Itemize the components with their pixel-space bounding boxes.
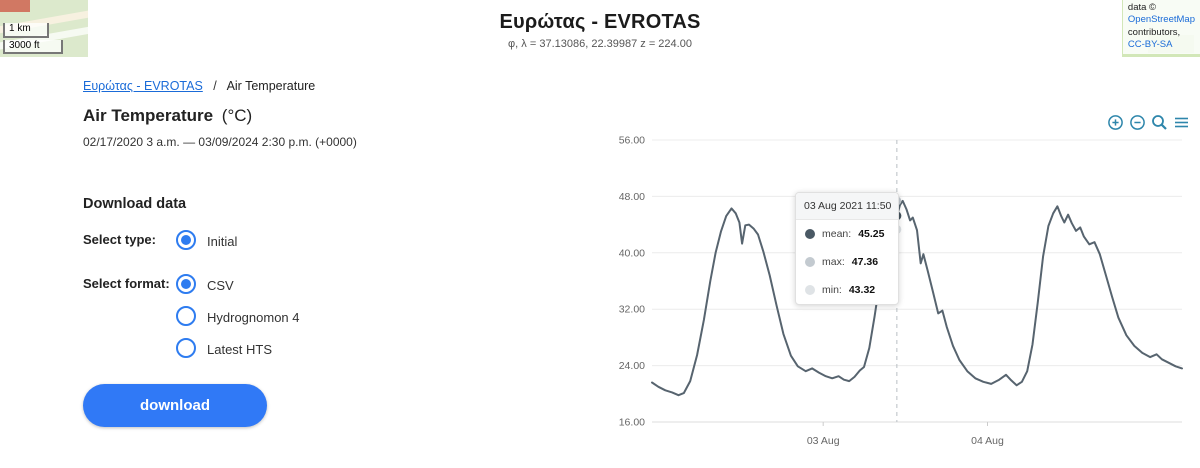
radio-option-csv[interactable]: CSV bbox=[176, 272, 300, 296]
attribution-prefix: data © bbox=[1127, 2, 1157, 13]
format-options: CSV Hydrognomon 4 Latest HTS bbox=[176, 272, 300, 368]
series-dot-icon bbox=[805, 229, 815, 239]
y-tick-label: 16.00 bbox=[619, 417, 645, 429]
date-range: 02/17/2020 3 a.m. — 03/09/2024 2:30 p.m.… bbox=[83, 135, 357, 149]
y-tick-label: 40.00 bbox=[619, 247, 645, 259]
map-preview-right[interactable]: data © OpenStreetMap contributors, CC-BY… bbox=[1122, 0, 1200, 57]
license-link[interactable]: CC-BY-SA bbox=[1127, 39, 1173, 51]
select-format-row: Select format: CSV Hydrognomon 4 Latest … bbox=[83, 272, 533, 368]
radio-csv-label: CSV bbox=[207, 278, 234, 293]
radio-initial[interactable] bbox=[176, 230, 196, 250]
timeseries-name: Air Temperature bbox=[83, 106, 214, 125]
radio-option-latest-hts[interactable]: Latest HTS bbox=[176, 336, 300, 360]
series-dot-icon bbox=[805, 285, 815, 295]
x-tick-label: 03 Aug bbox=[807, 435, 840, 447]
zoom-out-icon[interactable] bbox=[1129, 114, 1146, 131]
radio-option-hydrognomon[interactable]: Hydrognomon 4 bbox=[176, 304, 300, 328]
map-scale-control: 1 km 3000 ft bbox=[3, 23, 63, 54]
radio-hydrognomon[interactable] bbox=[176, 306, 196, 326]
y-tick-label: 48.00 bbox=[619, 191, 645, 203]
attribution-suffix: contributors, bbox=[1127, 26, 1181, 38]
radio-latest-hts-label: Latest HTS bbox=[207, 342, 273, 357]
chart-svg[interactable]: 56.00 48.00 40.00 32.00 24.00 16.00 03 Aug 04 A… bbox=[600, 124, 1190, 454]
radio-option-initial[interactable]: Initial bbox=[176, 228, 237, 252]
tooltip-row: min: 43.32 bbox=[796, 276, 898, 304]
tooltip-row: max: 47.36 bbox=[796, 248, 898, 276]
tooltip-row: mean: 45.25 bbox=[796, 220, 898, 248]
download-button[interactable]: download bbox=[83, 384, 267, 427]
station-coordinates: φ, λ = 37.13086, 22.39987 z = 224.00 bbox=[508, 38, 692, 50]
select-type-row: Select type: Initial bbox=[83, 228, 533, 260]
zoom-window-icon[interactable] bbox=[1151, 114, 1168, 131]
top-map-strip: Ευρώτας - EVROTAS φ, λ = 37.13086, 22.39… bbox=[0, 0, 1200, 58]
breadcrumb: Ευρώτας - EVROTAS / Air Temperature bbox=[83, 79, 315, 93]
download-data-heading: Download data bbox=[83, 196, 187, 212]
y-tick-label: 56.00 bbox=[619, 135, 645, 147]
zoom-in-icon[interactable] bbox=[1107, 114, 1124, 131]
chart-menu-icon[interactable] bbox=[1173, 114, 1190, 131]
breadcrumb-station-link[interactable]: Ευρώτας - EVROTAS bbox=[83, 79, 203, 93]
osm-link[interactable]: OpenStreetMap bbox=[1127, 14, 1195, 26]
select-format-label: Select format: bbox=[83, 276, 170, 291]
timeseries-title: Air Temperature (°C) bbox=[83, 106, 533, 126]
map-attribution: data © OpenStreetMap contributors, CC-BY… bbox=[1122, 0, 1200, 55]
breadcrumb-current: Air Temperature bbox=[226, 79, 316, 93]
x-tick-label: 04 Aug bbox=[971, 435, 1004, 447]
tooltip-timestamp: 03 Aug 2021 11:50 bbox=[796, 193, 898, 220]
tooltip-body: mean: 45.25 max: 47.36 min: 43.32 bbox=[796, 220, 898, 304]
page-title: Ευρώτας - EVROTAS bbox=[499, 11, 701, 33]
y-tick-label: 32.00 bbox=[619, 304, 645, 316]
series-line[interactable] bbox=[651, 199, 1183, 397]
chart-area: 56.00 48.00 40.00 32.00 24.00 16.00 03 Aug 04 A… bbox=[600, 112, 1196, 464]
radio-hydrognomon-label: Hydrognomon 4 bbox=[207, 310, 300, 325]
radio-csv[interactable] bbox=[176, 274, 196, 294]
y-tick-label: 24.00 bbox=[619, 360, 645, 372]
series-dot-icon bbox=[805, 257, 815, 267]
station-header: Ευρώτας - EVROTAS φ, λ = 37.13086, 22.39… bbox=[0, 11, 1200, 50]
map-scale-ft: 3000 ft bbox=[3, 39, 63, 54]
type-options: Initial bbox=[176, 228, 237, 260]
radio-initial-label: Initial bbox=[207, 234, 238, 249]
radio-latest-hts[interactable] bbox=[176, 338, 196, 358]
breadcrumb-separator: / bbox=[213, 79, 217, 93]
map-scale-km: 1 km bbox=[3, 23, 49, 38]
download-panel: Air Temperature (°C) 02/17/2020 3 a.m. —… bbox=[83, 106, 533, 427]
map-preview-left[interactable]: 1 km 3000 ft bbox=[0, 0, 88, 57]
select-type-label: Select type: bbox=[83, 232, 156, 247]
timeseries-unit: (°C) bbox=[221, 106, 253, 125]
chart-tooltip: 03 Aug 2021 11:50 mean: 45.25 max: 47.36 min… bbox=[795, 192, 899, 305]
chart-toolbar bbox=[1107, 114, 1190, 131]
